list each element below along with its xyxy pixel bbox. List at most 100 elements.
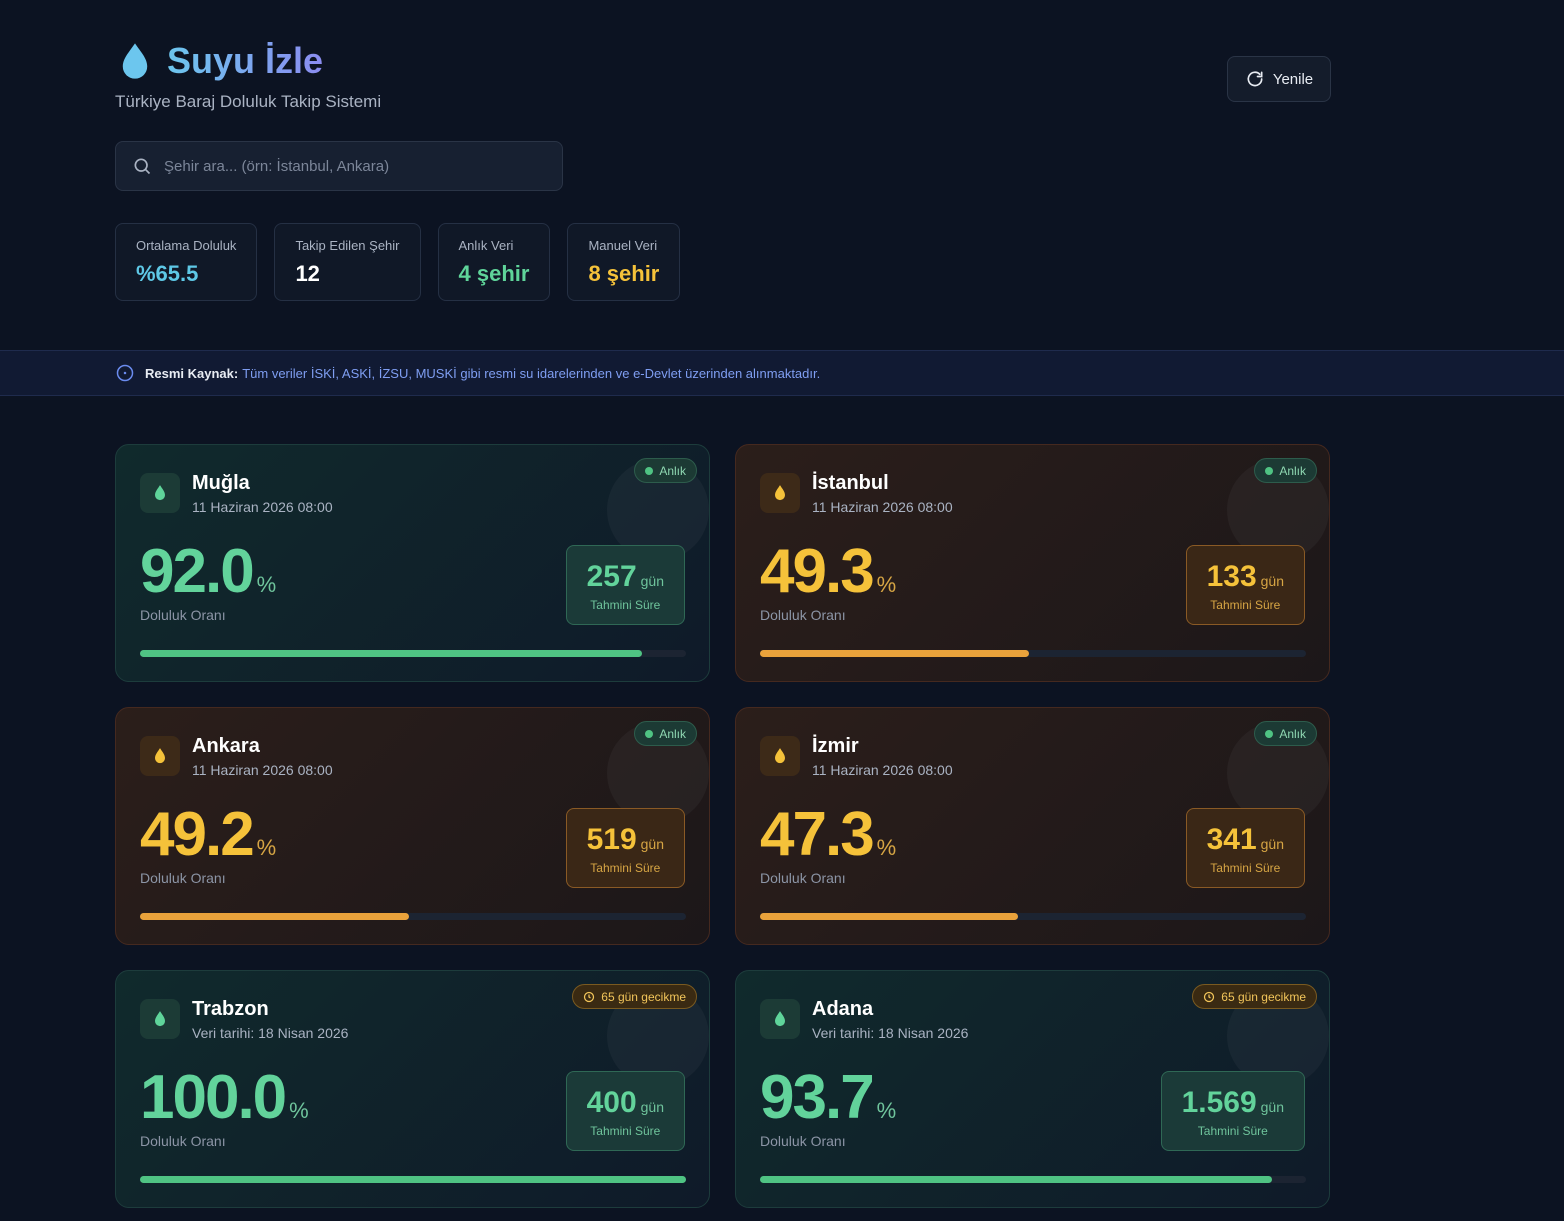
app-title: Suyu İzle — [167, 40, 324, 81]
status-badge: Anlık — [1254, 458, 1317, 483]
status-badge: 65 gün gecikme — [1192, 984, 1317, 1009]
fill-value: 49.3% — [760, 537, 896, 607]
progress-track — [760, 1176, 1306, 1183]
days-unit: gün — [1260, 573, 1284, 589]
progress-bar — [760, 650, 1030, 657]
stat-label: Manuel Veri — [588, 238, 658, 253]
percent-sign: % — [289, 1098, 309, 1123]
city-name: Muğla — [192, 472, 250, 494]
days-value: 1.569 gün — [1182, 1086, 1284, 1120]
stats-row: Ortalama Doluluk %65.5 Takip Edilen Şehir 1… — [115, 223, 681, 301]
drop-icon — [775, 485, 785, 501]
fill-label: Doluluk Oranı — [140, 1133, 226, 1149]
days-label: Tahmini Süre — [590, 598, 661, 612]
days-value: 341 gün — [1207, 823, 1284, 857]
refresh-label: Yenile — [1272, 70, 1314, 88]
city-name: Ankara — [192, 735, 260, 757]
notice-bar: Resmi Kaynak: Tüm veriler İSKİ, ASKİ, İZ… — [0, 350, 1564, 396]
days-value: 519 gün — [587, 823, 664, 857]
city-card: Muğla 11 Haziran 2026 08:00 Anlık 92.0% Dolu… — [115, 444, 710, 682]
stat-label: Ortalama Doluluk — [136, 238, 237, 253]
logo-icon — [122, 43, 148, 79]
fill-number: 92.0 — [140, 537, 255, 606]
days-unit: gün — [640, 836, 664, 852]
city-icon — [140, 736, 180, 776]
search-icon — [134, 158, 151, 175]
fill-label: Doluluk Oranı — [760, 1133, 846, 1149]
days-label: Tahmini Süre — [1210, 598, 1281, 612]
percent-sign: % — [876, 835, 897, 860]
live-dot — [645, 466, 654, 475]
days-label: Tahmini Süre — [1210, 861, 1281, 875]
refresh-icon — [1247, 71, 1263, 87]
fill-value: 47.3% — [760, 800, 896, 870]
fill-number: 47.3 — [760, 800, 875, 869]
stat-value: %65.5 — [136, 261, 199, 286]
days-unit: gün — [1260, 836, 1284, 852]
fill-label: Doluluk Oranı — [140, 870, 226, 886]
city-card: İzmir 11 Haziran 2026 08:00 Anlık 47.3% Dolu… — [735, 707, 1330, 945]
drop-icon — [155, 748, 165, 764]
fill-value: 92.0% — [140, 537, 276, 607]
clock-icon — [1204, 991, 1215, 1002]
stat-box: Ortalama Doluluk %65.5 — [115, 223, 258, 301]
badge-text: 65 gün gecikme — [1221, 989, 1306, 1004]
fill-value: 93.7% — [760, 1063, 896, 1133]
badge-text: 65 gün gecikme — [601, 989, 686, 1004]
city-name: Trabzon — [192, 998, 269, 1020]
days-box: 1.569 gün Tahmini Süre — [1160, 1071, 1305, 1151]
days-label: Tahmini Süre — [590, 861, 661, 875]
data-date: Veri tarihi: 18 Nisan 2026 — [812, 1025, 969, 1041]
progress-track — [140, 650, 686, 657]
data-date: Veri tarihi: 18 Nisan 2026 — [192, 1025, 349, 1041]
days-label: Tahmini Süre — [590, 1124, 661, 1138]
days-number: 400 — [586, 1086, 637, 1119]
progress-track — [140, 913, 686, 920]
city-name: İzmir — [812, 735, 859, 757]
progress-bar — [140, 650, 643, 657]
live-dot — [645, 729, 654, 738]
fill-value: 49.2% — [140, 800, 276, 870]
days-box: 400 gün Tahmini Süre — [565, 1071, 685, 1151]
city-card: Adana Veri tarihi: 18 Nisan 2026 65 gün ge… — [735, 970, 1330, 1208]
percent-sign: % — [256, 572, 277, 597]
days-value: 133 gün — [1207, 560, 1284, 594]
days-box: 341 gün Tahmini Süre — [1185, 808, 1305, 888]
fill-label: Doluluk Oranı — [760, 870, 846, 886]
city-icon — [140, 473, 180, 513]
stat-label: Anlık Veri — [458, 238, 514, 253]
percent-sign: % — [876, 572, 897, 597]
fill-number: 93.7 — [760, 1063, 875, 1132]
stat-value: 12 — [295, 261, 320, 286]
days-number: 519 — [586, 823, 637, 856]
clock-icon — [584, 991, 595, 1002]
card-grid: Muğla 11 Haziran 2026 08:00 Anlık 92.0% Dolu… — [115, 444, 1330, 1208]
search-input[interactable]: Şehir ara... (örn: İstanbul, Ankara) — [115, 141, 563, 191]
progress-bar — [760, 913, 1019, 920]
drop-icon — [155, 1011, 165, 1027]
refresh-button[interactable]: Yenile — [1227, 56, 1331, 102]
fill-number: 49.2 — [140, 800, 255, 869]
progress-bar — [760, 1176, 1272, 1183]
fill-label: Doluluk Oranı — [760, 607, 846, 623]
app-subtitle: Türkiye Baraj Doluluk Takip Sistemi — [115, 92, 382, 111]
days-label: Tahmini Süre — [1197, 1124, 1268, 1138]
fill-value: 100.0% — [140, 1063, 309, 1133]
percent-sign: % — [876, 1098, 897, 1123]
days-unit: gün — [640, 573, 664, 589]
city-icon — [760, 473, 800, 513]
city-icon — [760, 736, 800, 776]
drop-icon — [775, 1011, 785, 1027]
status-badge: Anlık — [634, 721, 697, 746]
days-box: 257 gün Tahmini Süre — [565, 545, 685, 625]
status-badge: 65 gün gecikme — [572, 984, 697, 1009]
progress-bar — [140, 913, 409, 920]
stat-label: Takip Edilen Şehir — [295, 238, 400, 253]
badge-text: Anlık — [1279, 726, 1306, 741]
city-card: İstanbul 11 Haziran 2026 08:00 Anlık 49.3% D… — [735, 444, 1330, 682]
stat-box: Manuel Veri 8 şehir — [567, 223, 681, 301]
progress-track — [140, 1176, 686, 1183]
badge-text: Anlık — [659, 726, 686, 741]
stat-box: Anlık Veri 4 şehir — [437, 223, 551, 301]
